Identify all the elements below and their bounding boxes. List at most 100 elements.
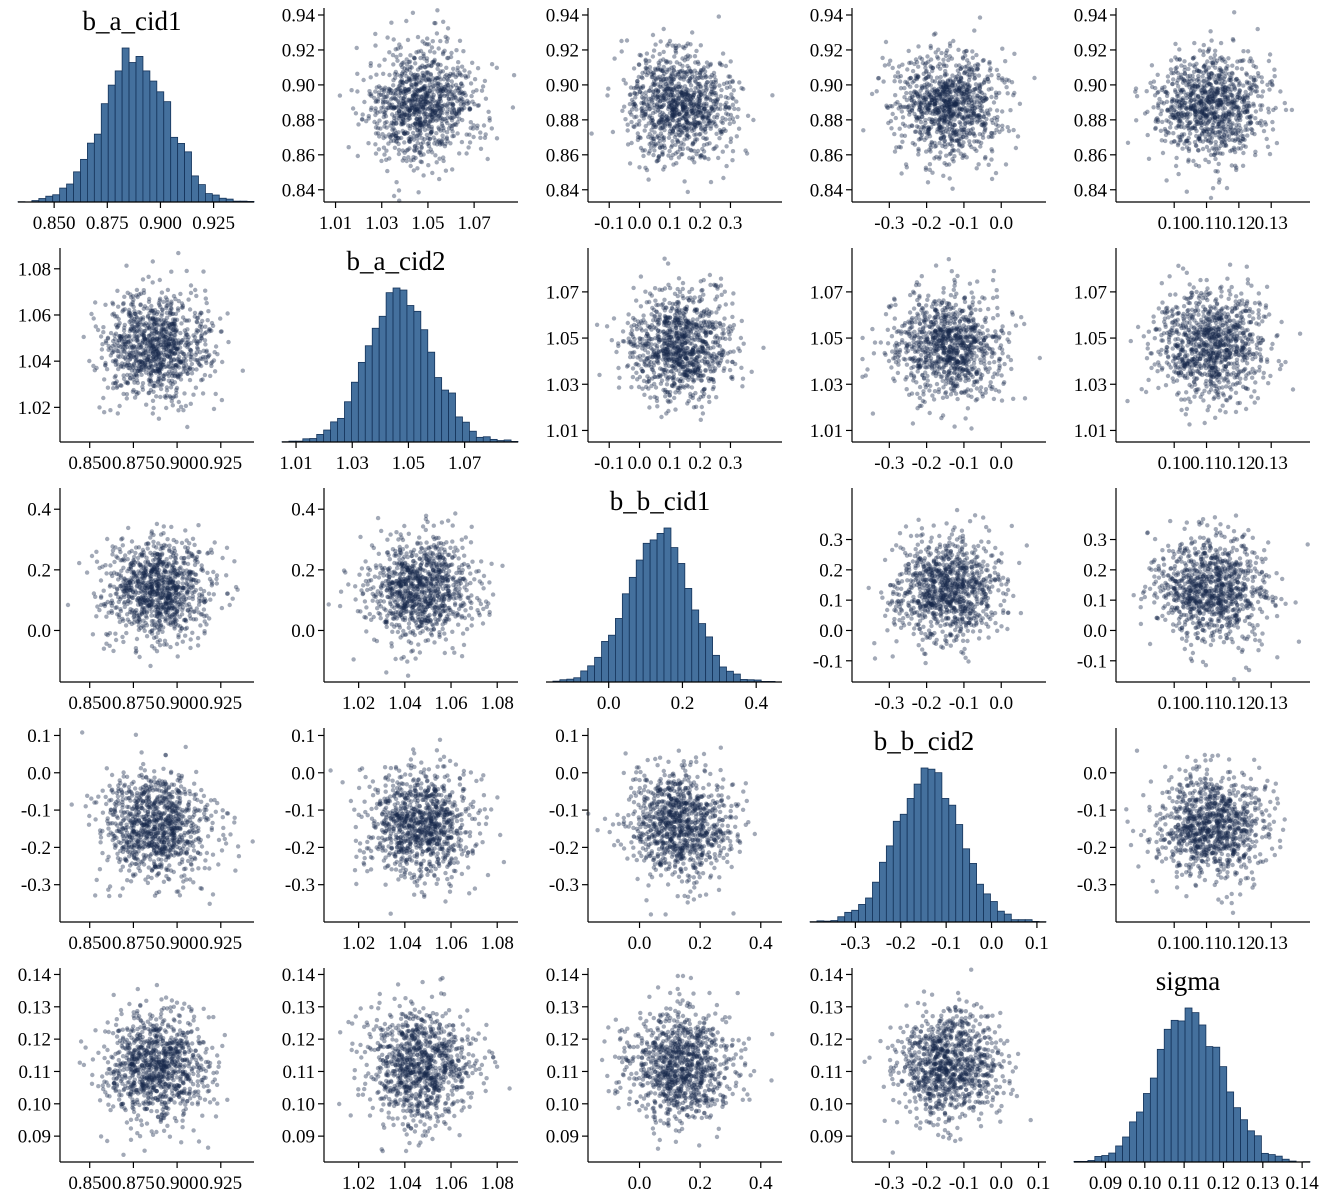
y-tick-label: 1.03: [546, 375, 579, 396]
histogram-bars: [1073, 1007, 1311, 1163]
y-tick-label: 0.13: [810, 997, 843, 1018]
tick-labels: -0.3 -0.2 -0.1 0.0 0.1 0.09 0.10 0.11 0.12 0.13 0.…: [810, 965, 1051, 1194]
scatter-points: [77, 982, 230, 1157]
y-tick-label: -0.2: [1077, 838, 1107, 859]
y-tick-label: -0.3: [21, 875, 51, 896]
tick-labels: 0.850 0.875 0.900 0.925 -0.3 -0.2 -0.1 0.0 0.1: [21, 726, 242, 954]
x-tick-label: 0.2: [688, 213, 712, 234]
x-tick-label: 0.0: [628, 1173, 652, 1194]
axes: [1115, 488, 1310, 683]
tick-labels: 0.850 0.875 0.900 0.925 0.09 0.10 0.11 0.12 0.13…: [18, 965, 242, 1194]
scatter-points: [599, 973, 775, 1151]
x-tick-label: 0.3: [719, 213, 743, 234]
x-tick-label: -0.3: [874, 1173, 904, 1194]
y-tick-label: -0.2: [21, 838, 51, 859]
x-tick-label: 0.0: [628, 453, 652, 474]
y-tick-label: 0.86: [282, 145, 315, 166]
x-tick-label: 0.1: [1025, 933, 1049, 954]
x-tick-label: -0.1: [594, 213, 624, 234]
y-tick-label: 0.09: [18, 1127, 51, 1148]
x-tick-label: 0.09: [1089, 1173, 1122, 1194]
axes: [323, 728, 518, 923]
x-tick-label: 0.0: [628, 933, 652, 954]
y-tick-label: 0.3: [1083, 530, 1107, 551]
x-tick-label: -0.2: [886, 933, 916, 954]
y-tick-label: -0.1: [21, 801, 51, 822]
x-tick-label: 0.2: [688, 933, 712, 954]
x-tick-label: 1.03: [336, 453, 369, 474]
axes: [587, 968, 782, 1163]
y-tick-label: -0.1: [549, 801, 579, 822]
x-tick-label: 0.850: [68, 453, 111, 474]
tick-labels: -0.3 -0.2 -0.1 0.0 1.01 1.03 1.05 1.07: [810, 282, 1013, 474]
x-tick-label: 0.11: [1190, 453, 1223, 474]
y-tick-label: 0.86: [810, 145, 843, 166]
y-tick-label: 1.04: [18, 352, 52, 373]
y-tick-label: 0.13: [546, 997, 579, 1018]
x-tick-label: 1.06: [434, 1173, 467, 1194]
x-tick-label: 0.925: [199, 453, 242, 474]
x-tick-label: 0.11: [1190, 213, 1223, 234]
axes: [587, 8, 782, 203]
x-tick-label: 0.875: [112, 933, 155, 954]
panel-diag-b_b_cid2: b_b_cid2 -0.3 -0.2 -0.1 0.0 0.1: [792, 720, 1056, 960]
y-tick-label: 1.01: [1074, 421, 1107, 442]
x-tick-label: -0.2: [912, 213, 942, 234]
x-tick-label: 0.1: [658, 453, 682, 474]
axes: [1115, 8, 1310, 203]
x-tick-label: 0.12: [1222, 453, 1255, 474]
x-tick-label: 1.02: [342, 933, 375, 954]
y-tick-label: 0.2: [27, 560, 51, 581]
panel-scatter-sigma-vs-b_a_cid1: 0.850 0.875 0.900 0.925 0.09 0.10 0.11 0.12 0.13…: [0, 960, 264, 1200]
x-tick-label: -0.1: [949, 1173, 979, 1194]
x-tick-label: 1.07: [457, 213, 490, 234]
scatter-points: [861, 15, 1037, 191]
tick-labels: 0.0 0.2 0.4 0.09 0.10 0.11 0.12 0.13 0.14: [546, 965, 773, 1194]
y-tick-label: 0.1: [1083, 591, 1107, 612]
x-tick-label: 1.01: [319, 213, 352, 234]
x-tick-label: -0.3: [874, 693, 904, 714]
x-tick-label: 0.13: [1255, 933, 1288, 954]
histogram-bars: [17, 47, 255, 203]
panel-diag-b_a_cid1: b_a_cid1 0.850 0.875 0.900 0.925: [0, 0, 264, 240]
panel-scatter-sigma-vs-b_a_cid2: 1.02 1.04 1.06 1.08 0.09 0.10 0.11 0.12 0.13 0.14: [264, 960, 528, 1200]
x-tick-label: 1.08: [481, 933, 514, 954]
x-tick-label: -0.3: [874, 213, 904, 234]
y-tick-label: 0.4: [291, 500, 315, 521]
histogram-bars: [281, 287, 519, 443]
x-tick-label: 1.02: [342, 693, 375, 714]
x-tick-label: 1.05: [411, 213, 444, 234]
panel-scatter-b_a_cid1-vs-b_b_cid1: -0.1 0.0 0.1 0.2 0.3 0.84 0.86 0.88 0.90 0.92 0.94: [528, 0, 792, 240]
panel-scatter-b_b_cid2-vs-sigma: 0.10 0.11 0.12 0.13 -0.3 -0.2 -0.1 0.0: [1056, 720, 1320, 960]
y-tick-label: 0.94: [810, 5, 844, 26]
y-tick-label: -0.3: [1077, 875, 1107, 896]
scatter-points: [81, 250, 245, 430]
x-tick-label: 1.05: [392, 453, 425, 474]
x-tick-label: 0.875: [112, 1173, 155, 1194]
y-tick-label: 0.90: [546, 75, 579, 96]
panel-scatter-b_a_cid1-vs-b_a_cid2: 1.01 1.03 1.05 1.07 0.84 0.86 0.88 0.90 0.92 0.94: [264, 0, 528, 240]
panel-diag-b_b_cid1: b_b_cid1 0.0 0.2 0.4: [528, 480, 792, 720]
y-tick-label: 1.02: [18, 398, 51, 419]
x-tick-label: 0.11: [1168, 1173, 1201, 1194]
x-tick-label: 0.0: [628, 213, 652, 234]
scatter-points: [594, 256, 766, 422]
x-tick-label: 0.13: [1255, 213, 1288, 234]
y-tick-label: 0.2: [1083, 560, 1107, 581]
panel-scatter-b_a_cid1-vs-b_b_cid2: -0.3 -0.2 -0.1 0.0 0.84 0.86 0.88 0.90 0.92 0.94: [792, 0, 1056, 240]
tick-labels: 0.0 0.2 0.4 -0.3 -0.2 -0.1 0.0 0.1: [549, 726, 773, 954]
panel-scatter-b_b_cid1-vs-b_a_cid1: 0.850 0.875 0.900 0.925 0.0 0.2 0.4: [0, 480, 264, 720]
y-tick-label: 0.90: [282, 75, 315, 96]
y-tick-label: 0.84: [282, 180, 316, 201]
scatter-points: [1131, 513, 1310, 682]
x-tick-label: 0.0: [989, 213, 1013, 234]
y-tick-label: 0.86: [546, 145, 579, 166]
x-tick-label: 0.850: [33, 213, 76, 234]
y-tick-label: 0.90: [810, 75, 843, 96]
x-axis: 1.01 1.03 1.05 1.07: [279, 441, 518, 474]
y-tick-label: 0.14: [282, 965, 316, 986]
x-tick-label: 0.2: [688, 453, 712, 474]
x-tick-label: -0.2: [912, 1173, 942, 1194]
scatter-points: [862, 967, 1033, 1155]
tick-labels: 0.10 0.11 0.12 0.13 0.84 0.86 0.88 0.90 0.92 0.94: [1074, 5, 1288, 234]
